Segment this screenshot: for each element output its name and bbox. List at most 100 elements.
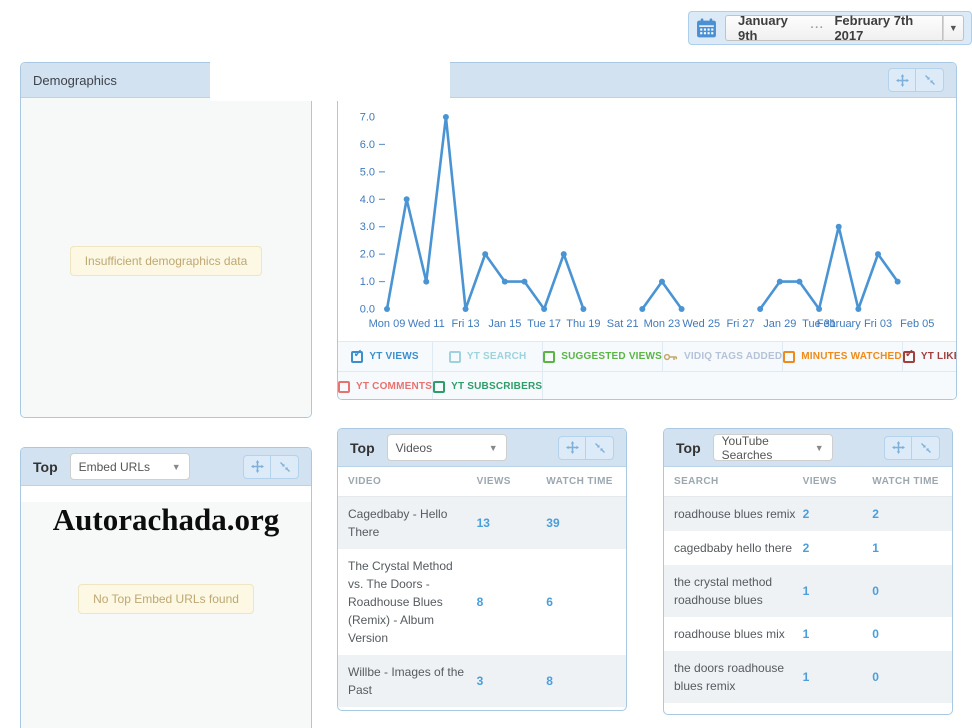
legend-label: YT LIKES bbox=[920, 351, 956, 362]
svg-text:2.0: 2.0 bbox=[360, 249, 375, 261]
legend-toggle-yt-comments[interactable]: YT COMMENTS bbox=[338, 371, 434, 399]
chevron-down-icon: ▼ bbox=[488, 442, 498, 453]
row-views-link[interactable]: 1 bbox=[802, 670, 810, 684]
calendar-icon bbox=[696, 18, 717, 39]
unchecked-checkbox-icon bbox=[338, 380, 350, 393]
column-header: SEARCH bbox=[674, 476, 719, 487]
row-views-link[interactable]: 3 bbox=[476, 674, 484, 688]
svg-text:Jan 29: Jan 29 bbox=[763, 318, 796, 330]
column-header: WATCH TIME bbox=[546, 476, 613, 487]
row-watch-time-link[interactable]: 6 bbox=[546, 595, 553, 609]
svg-text:Wed 25: Wed 25 bbox=[682, 318, 720, 330]
table-row: the doors roadhouse blues remix 1 0 bbox=[664, 651, 952, 703]
move-panel-button[interactable] bbox=[558, 435, 586, 460]
row-views-link[interactable]: 1 bbox=[802, 627, 810, 641]
row-name: roadhouse blues remix bbox=[674, 507, 796, 521]
date-range-caret-button[interactable]: ▼ bbox=[942, 15, 964, 41]
checked-checkbox-icon: ✓ bbox=[351, 348, 364, 363]
svg-text:6.0: 6.0 bbox=[360, 139, 375, 151]
svg-text:Fri 27: Fri 27 bbox=[726, 318, 754, 330]
legend-label: SUGGESTED VIEWS bbox=[561, 351, 663, 362]
searches-select[interactable]: YouTube Searches ▼ bbox=[712, 433, 833, 462]
row-views-link[interactable]: 2 bbox=[802, 541, 810, 555]
row-watch-time-link[interactable]: 2 bbox=[872, 507, 879, 521]
svg-text:Feb 05: Feb 05 bbox=[900, 318, 934, 330]
unchecked-checkbox-icon bbox=[543, 350, 556, 363]
svg-text:0.0: 0.0 bbox=[360, 304, 375, 316]
svg-text:Mon 23: Mon 23 bbox=[644, 318, 681, 330]
searches-select-value: YouTube Searches bbox=[721, 433, 773, 462]
svg-text:1.0: 1.0 bbox=[360, 276, 375, 288]
videos-select[interactable]: Videos ▼ bbox=[386, 434, 507, 461]
svg-text:February: February bbox=[817, 318, 862, 330]
legend-label: YT COMMENTS bbox=[356, 381, 433, 392]
column-header: WATCH TIME bbox=[872, 476, 939, 487]
top-videos-controls bbox=[558, 435, 614, 460]
row-name: roadhouse blues mix bbox=[674, 627, 785, 641]
top-searches-panel: Top YouTube Searches ▼ SEARCH VIEWS WATC… bbox=[663, 428, 953, 715]
chevron-down-icon: ▼ bbox=[814, 442, 824, 453]
collapse-panel-button[interactable] bbox=[912, 435, 940, 460]
videos-table-header: VIDEO VIEWS WATCH TIME bbox=[338, 467, 626, 497]
legend-label: MINUTES WATCHED bbox=[801, 351, 902, 362]
row-name: The Crystal Method vs. The Doors - Roadh… bbox=[348, 559, 453, 645]
row-watch-time-link[interactable]: 0 bbox=[872, 584, 879, 598]
embed-urls-select[interactable]: Embed URLs ▼ bbox=[69, 453, 190, 480]
date-range-button[interactable]: January 9th ··· February 7th 2017 bbox=[725, 13, 943, 43]
column-header: VIDEO bbox=[348, 476, 382, 487]
row-name: willbe images of the past bbox=[674, 711, 803, 714]
svg-text:Tue 31: Tue 31 bbox=[802, 318, 836, 330]
legend-toggle-vidiq-tags-added[interactable]: VIDIQ TAGS ADDED bbox=[663, 341, 784, 371]
svg-text:Tue 17: Tue 17 bbox=[527, 318, 561, 330]
demographics-body: Insufficient demographics data bbox=[21, 98, 311, 417]
checked-checkbox-icon: ✓ bbox=[902, 348, 915, 363]
row-watch-time-link[interactable]: 8 bbox=[546, 674, 553, 688]
table-row: Willbe - Images of the Past 3 8 bbox=[338, 655, 626, 707]
row-watch-time-link[interactable]: 1 bbox=[872, 541, 879, 555]
move-panel-button[interactable] bbox=[884, 435, 912, 460]
chevron-down-icon: ▼ bbox=[171, 461, 181, 472]
svg-text:Wed 11: Wed 11 bbox=[408, 318, 445, 330]
legend-toggle-yt-likes[interactable]: ✓ YT LIKES bbox=[902, 341, 956, 371]
legend-toggle-yt-views[interactable]: ✓ YT VIEWS bbox=[338, 341, 434, 371]
legend-toggle-yt-subscribers[interactable]: YT SUBSCRIBERS bbox=[433, 371, 544, 399]
column-header: VIEWS bbox=[802, 476, 837, 487]
row-name: cagedbaby hello there bbox=[674, 541, 793, 555]
row-views-link[interactable]: 8 bbox=[476, 595, 484, 609]
top-videos-panel: Top Videos ▼ VIDEO VIEWS WATCH TIME Cage… bbox=[337, 428, 627, 711]
legend-toggle-suggested-views[interactable]: SUGGESTED VIEWS bbox=[543, 341, 664, 371]
legend-toggle-minutes-watched[interactable]: MINUTES WATCHED bbox=[783, 341, 903, 371]
row-views-link[interactable]: 1 bbox=[802, 584, 810, 598]
top-videos-header: Top Videos ▼ bbox=[338, 429, 626, 467]
unchecked-checkbox-icon bbox=[433, 380, 446, 393]
row-watch-time-link[interactable]: 0 bbox=[872, 670, 879, 684]
table-row: The Queenstons - Outsider30 bbox=[338, 707, 626, 710]
svg-text:Mon 09: Mon 09 bbox=[369, 318, 406, 330]
svg-text:7.0: 7.0 bbox=[360, 112, 375, 124]
videos-table-body: Cagedbaby - Hello There 13 39 The Crystal M… bbox=[338, 497, 626, 710]
move-panel-button[interactable] bbox=[243, 454, 271, 479]
searches-table-body: roadhouse blues remix 2 2 cagedbaby hello t… bbox=[664, 497, 952, 714]
row-views-link[interactable]: 2 bbox=[802, 507, 810, 521]
table-row: willbe images of the past10 bbox=[664, 703, 952, 714]
row-watch-time-link[interactable]: 0 bbox=[872, 627, 879, 641]
row-watch-time-link[interactable]: 39 bbox=[546, 516, 560, 530]
svg-text:4.0: 4.0 bbox=[360, 194, 375, 206]
svg-text:Fri 03: Fri 03 bbox=[864, 318, 892, 330]
legend-toggle-yt-search[interactable]: YT SEARCH bbox=[433, 341, 544, 371]
collapse-panel-button[interactable] bbox=[916, 68, 944, 92]
videos-select-value: Videos bbox=[395, 440, 433, 455]
collapse-panel-button[interactable] bbox=[271, 454, 299, 479]
legend-label: YT VIEWS bbox=[369, 351, 419, 362]
row-name: Cagedbaby - Hello There bbox=[348, 507, 448, 539]
row-views-link[interactable]: 13 bbox=[476, 516, 490, 530]
embed-urls-select-value: Embed URLs bbox=[78, 459, 150, 474]
chart-panel-controls bbox=[888, 68, 944, 92]
move-panel-button[interactable] bbox=[888, 68, 916, 92]
row-name: the doors roadhouse blues remix bbox=[674, 661, 785, 693]
collapse-panel-button[interactable] bbox=[586, 435, 614, 460]
legend-label: VIDIQ TAGS ADDED bbox=[684, 351, 783, 362]
top-embed-header: Top Embed URLs ▼ bbox=[21, 448, 311, 486]
date-end: February 7th 2017 bbox=[834, 13, 914, 43]
